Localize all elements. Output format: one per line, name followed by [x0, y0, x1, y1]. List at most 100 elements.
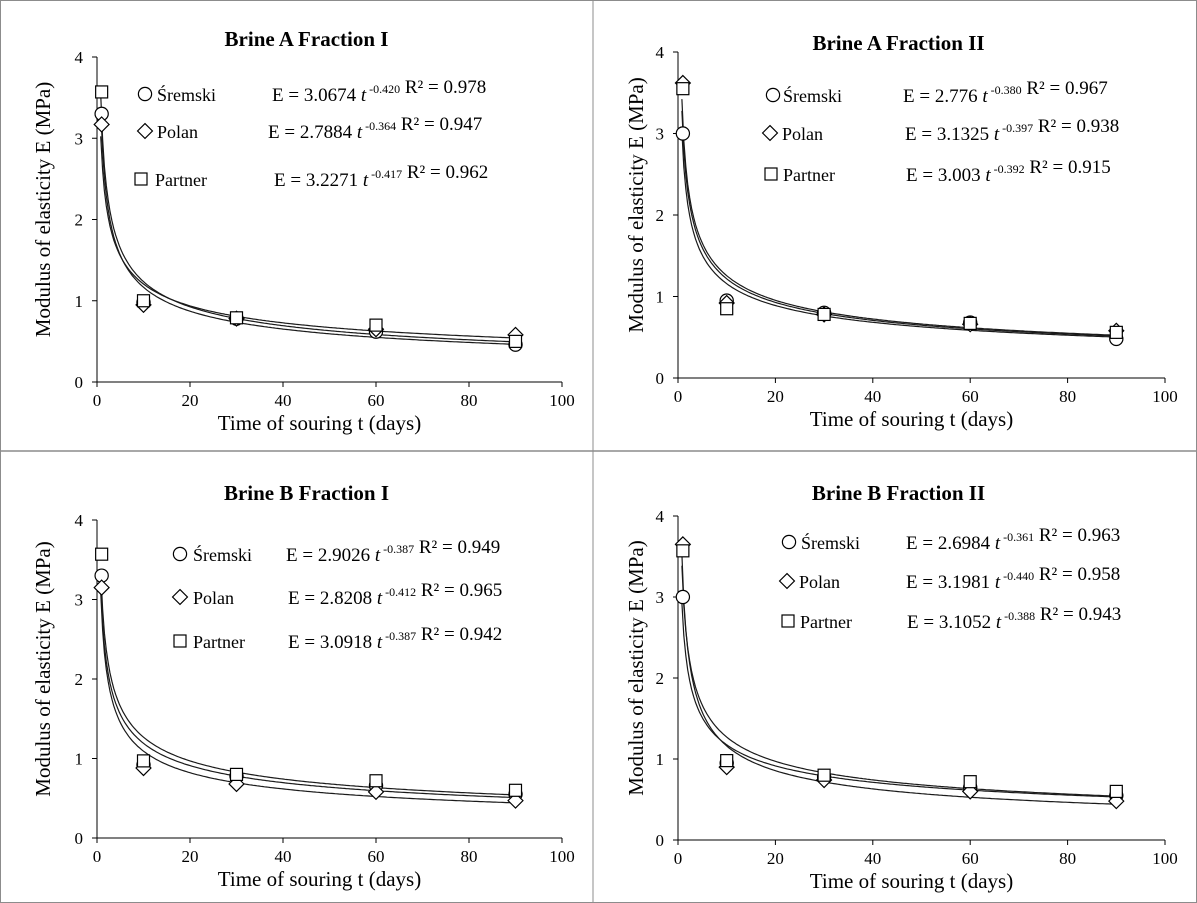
y-tick-label: 0: [75, 829, 84, 848]
legend-label: Śremski: [157, 84, 216, 105]
legend-label: Partner: [193, 632, 245, 652]
x-tick-label: 80: [1059, 387, 1076, 406]
equation-part: E = 3.0918: [288, 632, 377, 653]
equation-part: t: [995, 572, 1001, 593]
data-point: [93, 579, 110, 596]
data-point: [675, 589, 691, 605]
equation-part: R² = 0.947: [396, 114, 482, 135]
y-tick-label: 3: [75, 129, 84, 148]
legend-label: Polan: [799, 572, 840, 592]
fit-curve: [681, 99, 1115, 336]
legend-label: Partner: [155, 170, 207, 190]
fit-curve: [100, 94, 514, 343]
x-tick-label: 20: [767, 849, 784, 868]
x-axis-label: Time of souring t (days): [810, 869, 1013, 893]
equation-part: t: [377, 632, 383, 653]
equation-part: R² = 0.915: [1025, 157, 1111, 178]
data-point: [228, 775, 245, 793]
equation-part: R² = 0.978: [400, 77, 486, 98]
equation-part: t: [363, 170, 369, 191]
equation-part: E = 3.0674: [272, 85, 361, 106]
chart-title: Brine A Fraction I: [225, 27, 389, 51]
x-tick-label: 20: [182, 391, 199, 410]
legend-marker: [778, 572, 796, 590]
data-point: [675, 126, 691, 141]
y-axis-label: Modulus of elasticity E (MPa): [624, 540, 648, 795]
legend-label: Polan: [157, 122, 198, 142]
legend-marker: [172, 546, 188, 562]
fit-equation: E = 2.7884 t -0.364 R² = 0.947: [268, 114, 482, 143]
equation-part: E = 2.9026: [286, 545, 375, 566]
x-tick-label: 60: [962, 387, 979, 406]
fit-curve: [681, 603, 1115, 798]
x-tick-label: 0: [93, 847, 102, 866]
y-tick-label: 1: [656, 288, 665, 307]
legend-marker: [781, 614, 795, 628]
data-point: [676, 82, 690, 96]
legend-marker: [134, 172, 148, 186]
data-point: [369, 318, 383, 332]
equation-part: R² = 0.963: [1034, 525, 1120, 546]
legend-marker: [781, 534, 797, 550]
y-tick-label: 2: [75, 670, 84, 689]
legend-label: Polan: [193, 588, 234, 608]
x-tick-label: 100: [1152, 849, 1178, 868]
y-tick-label: 2: [656, 669, 665, 688]
x-tick-label: 40: [864, 387, 881, 406]
equation-exponent: -0.361: [1000, 530, 1034, 544]
data-point: [963, 316, 977, 330]
data-point: [136, 294, 151, 308]
equation-part: R² = 0.942: [416, 624, 502, 645]
legend-label: Polan: [782, 124, 823, 144]
data-point: [369, 774, 383, 788]
fit-curve: [100, 569, 514, 796]
equation-part: t: [994, 124, 1000, 145]
data-point: [676, 544, 690, 558]
y-tick-label: 1: [75, 750, 84, 769]
x-tick-label: 100: [549, 391, 575, 410]
equation-part: t: [377, 588, 383, 609]
fit-curve: [100, 586, 514, 799]
data-point: [508, 334, 523, 348]
x-tick-label: 0: [93, 391, 102, 410]
equation-part: R² = 0.958: [1034, 564, 1120, 585]
equation-part: E = 2.7884: [268, 122, 357, 143]
x-tick-label: 80: [461, 391, 478, 410]
x-tick-label: 100: [549, 847, 575, 866]
y-tick-label: 4: [656, 43, 665, 62]
data-point: [720, 302, 734, 316]
y-tick-label: 4: [656, 507, 665, 526]
equation-part: E = 2.6984: [906, 533, 995, 554]
y-axis-label: Modulus of elasticity E (MPa): [31, 541, 55, 796]
legend-marker: [764, 167, 778, 181]
data-point: [1109, 784, 1123, 799]
y-tick-label: 0: [75, 373, 84, 392]
x-axis-label: Time of souring t (days): [218, 411, 421, 435]
y-tick-label: 4: [75, 48, 84, 67]
fit-curve: [681, 565, 1115, 797]
legend-label: Śremski: [783, 85, 842, 106]
legend-marker: [761, 124, 779, 142]
equation-part: t: [996, 612, 1002, 633]
legend-marker: [171, 588, 189, 606]
fit-curve: [100, 108, 514, 345]
data-point: [95, 547, 109, 561]
data-point: [1109, 325, 1123, 339]
x-tick-label: 40: [275, 847, 292, 866]
legend-marker: [765, 87, 781, 103]
equation-part: E = 3.1325: [905, 124, 994, 145]
x-tick-label: 40: [864, 849, 881, 868]
equation-exponent: -0.387: [380, 542, 414, 556]
equation-part: E = 3.2271: [274, 170, 363, 191]
y-tick-label: 2: [75, 211, 84, 230]
equation-part: E = 2.8208: [288, 588, 377, 609]
legend-label: Śremski: [801, 532, 860, 553]
data-point: [229, 311, 244, 325]
legend-marker: [173, 634, 187, 648]
y-tick-label: 1: [75, 292, 84, 311]
equation-exponent: -0.387: [382, 629, 416, 643]
